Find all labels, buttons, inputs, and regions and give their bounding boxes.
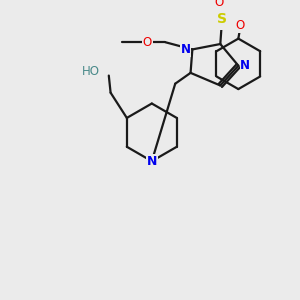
Text: HO: HO <box>82 64 100 78</box>
Text: S: S <box>217 12 227 26</box>
Text: N: N <box>240 59 250 72</box>
Text: O: O <box>236 20 245 32</box>
Text: O: O <box>214 0 223 9</box>
Text: N: N <box>147 155 157 168</box>
Text: O: O <box>143 36 152 49</box>
Text: N: N <box>181 43 190 56</box>
